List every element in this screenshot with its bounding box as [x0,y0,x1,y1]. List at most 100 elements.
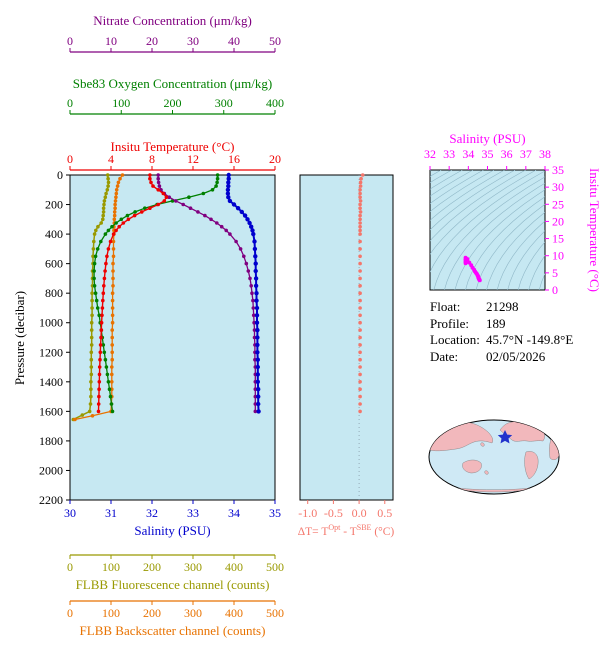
ts-salinity-axis-title: Salinity (PSU) [449,131,526,146]
temperature-series [96,173,169,414]
svg-text:400: 400 [266,96,284,110]
svg-text:20: 20 [552,214,564,228]
svg-text:30: 30 [64,506,76,520]
float-label: Float: [430,299,461,314]
svg-text:500: 500 [266,606,284,620]
svg-text:30: 30 [552,180,564,194]
profile-info: Float: 21298 Profile: 189 Location: 45.7°N … [430,299,573,365]
svg-text:300: 300 [184,606,202,620]
svg-text:800: 800 [45,286,63,300]
svg-text:20: 20 [146,34,158,48]
float-value: 21298 [486,299,519,314]
profile-label: Profile: [430,315,469,331]
location-row: Location: 45.7°N -149.8°E [430,332,573,349]
svg-text:0: 0 [67,606,73,620]
backscatter-axis: 0 100 200 300 400 500 [67,600,284,620]
svg-text:35: 35 [482,147,494,161]
svg-text:200: 200 [143,606,161,620]
svg-text:32: 32 [146,506,158,520]
ts-temperature-axis-title: Insitu Temperature (°C) [587,168,602,292]
nitrate-axis-title: Nitrate Concentration (μm/kg) [93,13,252,28]
svg-text:0: 0 [552,283,558,297]
svg-text:50: 50 [269,34,281,48]
location-value: 45.7°N -149.8°E [486,332,574,347]
float-row: Float: 21298 [430,299,573,316]
svg-text:25: 25 [552,197,564,211]
ts-plot: 32 33 34 35 36 37 38 0 5 10 15 20 25 30 35 [424,147,564,297]
delta-t-axis-title: ΔT= TOpt - TSBE (°C) [285,523,407,538]
delta-t-plot: -1.0 -0.5 0.0 0.5 [298,173,394,520]
ts-profile-series [463,255,482,283]
dt-label-prefix: ΔT= T [297,525,329,538]
svg-text:400: 400 [225,606,243,620]
pressure-axis: 0 200 400 600 800 1000 1200 1400 1600 1800 2000 220… [39,168,70,507]
oxygen-series [92,173,220,414]
profile-plot: 0200400600800100012001400160018002000220… [39,34,284,620]
float-location-star [497,430,513,444]
svg-text:4: 4 [108,152,114,166]
svg-text:-1.0: -1.0 [298,506,317,520]
svg-text:400: 400 [225,560,243,574]
salinity-series [225,172,261,414]
svg-text:35: 35 [552,163,564,177]
dt-label-suffix: (°C) [371,525,395,538]
svg-text:10: 10 [105,34,117,48]
dt-label-sup2: SBE [356,523,372,532]
svg-text:15: 15 [552,232,564,246]
date-row: Date: 02/05/2026 [430,349,573,366]
svg-text:1000: 1000 [39,316,63,330]
salinity-axis-title: Salinity (PSU) [134,523,211,538]
svg-text:0.0: 0.0 [352,506,367,520]
profile-row: Profile: 189 [430,316,573,333]
svg-text:100: 100 [102,560,120,574]
dt-label-mid: - T [340,525,357,538]
svg-text:400: 400 [45,227,63,241]
temperature-axis: 0 4 8 12 16 20 [67,152,281,171]
svg-text:33: 33 [187,506,199,520]
svg-text:100: 100 [112,96,130,110]
svg-text:100: 100 [102,606,120,620]
world-map [428,419,560,495]
svg-text:0: 0 [67,96,73,110]
svg-text:-0.5: -0.5 [324,506,343,520]
svg-text:200: 200 [45,198,63,212]
svg-text:0: 0 [67,560,73,574]
svg-text:10: 10 [552,249,564,263]
fluorescence-series [71,173,111,422]
fluorescence-axis: 0 100 200 300 400 500 [67,554,284,574]
density-contours [430,170,545,290]
svg-text:12: 12 [187,152,199,166]
svg-text:5: 5 [552,266,558,280]
svg-text:2000: 2000 [39,463,63,477]
fluorescence-axis-title: FLBB Fluorescence channel (counts) [75,577,270,592]
pressure-axis-title: Pressure (decibar) [12,290,27,386]
svg-text:32: 32 [424,147,436,161]
svg-text:38: 38 [539,147,551,161]
svg-text:36: 36 [501,147,513,161]
svg-text:35: 35 [269,506,281,520]
oxygen-axis: 0 100 200 300 400 [67,96,284,115]
date-label: Date: [430,348,459,364]
svg-text:200: 200 [164,96,182,110]
svg-text:0: 0 [57,168,63,182]
date-value: 02/05/2026 [486,348,546,364]
location-label: Location: [430,332,480,347]
salinity-axis: 30 31 32 33 34 35 [64,500,281,520]
svg-text:40: 40 [228,34,240,48]
svg-text:1800: 1800 [39,434,63,448]
svg-text:37: 37 [520,147,532,161]
svg-text:300: 300 [184,560,202,574]
svg-text:600: 600 [45,257,63,271]
svg-text:1600: 1600 [39,404,63,418]
svg-text:500: 500 [266,560,284,574]
svg-text:0: 0 [67,34,73,48]
svg-text:34: 34 [228,506,240,520]
svg-text:8: 8 [149,152,155,166]
temperature-axis-title: Insitu Temperature (°C) [110,139,235,154]
svg-text:0.5: 0.5 [377,506,392,520]
svg-text:31: 31 [105,506,117,520]
svg-text:1400: 1400 [39,375,63,389]
dt-label-sup1: Opt [328,523,341,532]
oxygen-axis-title: Sbe83 Oxygen Concentration (μm/kg) [72,76,273,91]
